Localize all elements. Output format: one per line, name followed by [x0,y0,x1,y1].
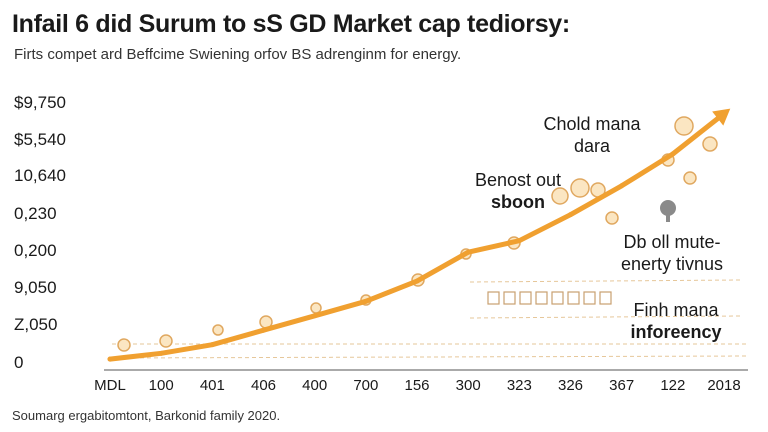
data-point [209,342,215,348]
y-tick-label: 0,230 [14,204,57,223]
x-tick-label: 156 [404,377,429,394]
y-tick-label: $5,540 [14,130,66,149]
annotation-text: Benost out [475,170,561,190]
data-point [516,238,522,244]
coin-icon [605,211,619,225]
data-point [465,249,471,255]
tree-trunk-icon [666,214,670,222]
x-tick-label: 700 [353,377,378,394]
annotation-text: Chold mana [543,114,641,134]
x-axis: MDL 100 401 406 400 700 156 300 323 326 367 122 2018 [94,369,748,394]
data-point [158,350,164,356]
y-tick-label: 0,200 [14,241,57,260]
coin-icon [551,187,569,205]
tree-icon [660,200,676,216]
x-tick-label: 367 [609,377,634,394]
coin-icon [117,338,131,352]
coin-icon [310,302,322,314]
coin-icon [212,324,224,336]
factory-icon [599,291,612,305]
y-axis: $9,750 $5,540 10,640 0,230 0,200 9,050 Z,050 0 [14,93,66,372]
data-point [261,327,266,333]
coin-icon [702,136,718,152]
chart-source: Soumarg ergabitomtont, Barkonid family 2… [12,408,281,423]
data-point [721,111,727,117]
x-tick-label: MDL [94,377,126,394]
guide-line [469,279,741,283]
annotation-text: enerty tivnus [621,254,723,274]
x-tick-label: 122 [660,377,685,394]
chart-subtitle: Firts compet ard Beffcime Swiening orfov… [14,46,462,63]
y-tick-label: 9,050 [14,278,57,297]
annotation-text: inforeency [630,322,721,342]
guide-line [111,355,749,359]
data-point [312,313,318,319]
annotation-text: Db oll mute- [623,232,720,252]
x-tick-label: 100 [149,377,174,394]
y-tick-label: Z,050 [14,315,57,334]
factory-icon [503,291,516,305]
guide-line [469,315,741,319]
data-point [107,356,113,362]
data-point [414,278,420,284]
series-group [107,108,731,362]
chart-title: Infail 6 did Surum to sS GD Market cap t… [12,10,570,38]
data-point [670,151,676,157]
x-tick-label: 400 [302,377,327,394]
y-tick-label: 10,640 [14,166,66,185]
factory-icon [551,291,564,305]
data-point [363,298,369,304]
x-tick-label: 326 [558,377,583,394]
coin-icon [674,116,694,136]
x-tick-label: 323 [507,377,532,394]
annotation-text: dara [574,136,611,156]
annotation-text: sboon [491,192,545,212]
factory-icon [535,291,548,305]
y-tick-label: $9,750 [14,93,66,112]
y-tick-label: 0 [14,353,23,372]
coin-icon [159,334,173,348]
x-tick-label: 406 [251,377,276,394]
x-tick-label: 2018 [707,377,740,394]
annotation-text: Finh mana [633,300,719,320]
data-point [568,212,573,218]
decorative-illustrations [111,116,749,359]
factory-icon [487,291,500,305]
data-point [619,183,625,189]
coin-icon [570,178,590,198]
coin-icon [683,171,697,185]
factory-icon [583,291,596,305]
factory-icon [567,291,580,305]
x-tick-label: 300 [456,377,481,394]
factory-icon [519,291,532,305]
x-tick-label: 401 [200,377,225,394]
